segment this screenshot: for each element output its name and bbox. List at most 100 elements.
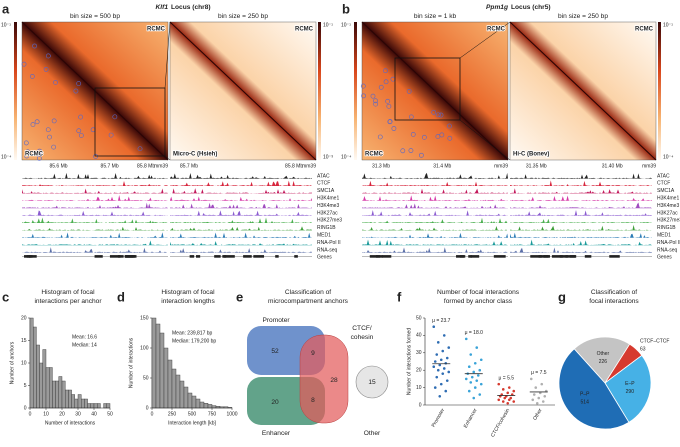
panel-letter: e xyxy=(236,289,243,304)
gene xyxy=(470,255,480,258)
y-axis-label: Number of interactions formed xyxy=(406,328,412,395)
track-label: H3K27ac xyxy=(657,210,678,216)
loop-marker xyxy=(410,132,416,137)
histogram-bar xyxy=(106,403,111,409)
histogram-bar xyxy=(45,367,50,409)
y-tick-label: 10 xyxy=(416,385,422,391)
data-point xyxy=(432,325,436,329)
data-point xyxy=(479,382,483,386)
data-point xyxy=(439,382,443,386)
loop-marker xyxy=(360,83,366,89)
loop-marker xyxy=(408,148,414,153)
data-point xyxy=(532,393,536,396)
histogram-bar xyxy=(183,386,189,409)
y-tick-label: 20 xyxy=(21,315,27,321)
colorbar-label: 10⁻¹ xyxy=(663,22,673,28)
data-point xyxy=(435,353,439,356)
gene xyxy=(109,255,121,258)
loop-marker xyxy=(447,123,452,129)
histogram-bar xyxy=(191,395,197,409)
loop-marker xyxy=(43,67,49,72)
loop-marker xyxy=(108,132,114,138)
loop-marker xyxy=(29,74,35,79)
gene xyxy=(243,255,252,258)
track-label: RNA-Pol II xyxy=(657,240,680,246)
mean-label: μ = 18.0 xyxy=(465,330,484,336)
loop-marker xyxy=(76,128,82,134)
panel-title: Locus (chr5) xyxy=(511,4,551,11)
signal-track xyxy=(22,210,168,216)
set-count: 8 xyxy=(311,397,315,404)
loop-marker xyxy=(387,119,393,125)
histogram-bar xyxy=(68,389,72,409)
signal-track xyxy=(170,232,312,238)
slice-value: 514 xyxy=(581,399,590,405)
data-point xyxy=(464,377,468,381)
histogram-bar xyxy=(151,317,157,409)
data-point xyxy=(469,381,473,384)
chart-title: interaction lengths xyxy=(161,298,215,305)
assembly: mm39 xyxy=(154,163,168,169)
track-label: H3K27ac xyxy=(317,210,338,216)
colorbar xyxy=(14,22,17,160)
data-point xyxy=(479,358,483,362)
histogram-bar xyxy=(33,326,37,409)
signal-track xyxy=(170,226,312,231)
gene xyxy=(294,255,298,258)
data-point xyxy=(467,365,471,369)
x-tick-label: 50 xyxy=(107,411,113,417)
panel-letter: a xyxy=(2,1,10,16)
map-diagonal xyxy=(169,21,317,161)
x-tick-label: 1000 xyxy=(226,411,237,417)
y-tick-label: 40 xyxy=(416,333,422,339)
gene xyxy=(468,255,472,258)
signal-track xyxy=(362,195,508,201)
loop-marker xyxy=(383,79,389,85)
track-label: ATAC xyxy=(317,173,330,179)
histogram-bar xyxy=(61,380,66,409)
gene xyxy=(530,255,542,258)
set-label: cohesin xyxy=(351,334,374,341)
loop-marker xyxy=(51,118,57,124)
set-count: 9 xyxy=(311,350,315,357)
annotation: Mean: 239,817 bp xyxy=(172,330,213,336)
loop-marker xyxy=(24,153,30,159)
data-point xyxy=(512,400,516,403)
track-label: MED1 xyxy=(657,233,671,239)
histogram-bar xyxy=(96,403,101,409)
genomic-coordinate: 85.7 Mb xyxy=(101,163,119,169)
gene xyxy=(189,255,195,258)
set-label: Enhancer xyxy=(262,430,291,437)
signal-track xyxy=(170,217,312,223)
chart-title: Histogram of focal xyxy=(161,289,215,296)
zoom-line xyxy=(459,21,511,59)
histogram-bar xyxy=(39,362,43,409)
data-point xyxy=(445,379,449,382)
ctcf-set xyxy=(299,334,349,424)
signal-track xyxy=(510,173,652,179)
signal-track xyxy=(510,247,652,253)
histogram-bar xyxy=(171,368,177,409)
set-label: Other xyxy=(364,430,381,437)
signal-track xyxy=(22,217,168,223)
signal-track xyxy=(170,196,312,201)
data-point xyxy=(512,389,516,393)
data-point xyxy=(433,360,437,363)
signal-track xyxy=(510,209,652,216)
loop-marker xyxy=(378,84,384,90)
track-label: RING1B xyxy=(317,225,336,231)
signal-track xyxy=(362,232,508,238)
x-tick-label: 40 xyxy=(91,411,97,417)
track-label: SMC1A xyxy=(317,188,335,194)
track-label: H3K4me1 xyxy=(317,196,339,202)
map-diagonal xyxy=(509,21,657,161)
data-point xyxy=(441,372,445,375)
x-tick-label: Enhancer xyxy=(463,407,479,429)
loop-marker xyxy=(385,98,391,104)
assembly: mm39 xyxy=(642,163,656,169)
panel-title-gene: Klf1 xyxy=(156,4,169,11)
track-label: H3K4me3 xyxy=(317,203,339,209)
signal-track xyxy=(170,202,312,209)
loop-marker xyxy=(47,134,52,140)
signal-track xyxy=(22,240,168,246)
